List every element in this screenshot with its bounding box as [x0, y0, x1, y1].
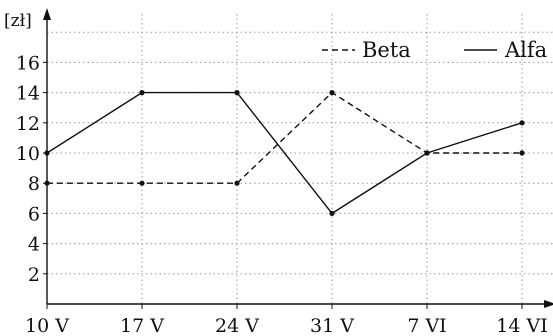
point-beta-3: [329, 90, 335, 96]
series-line-alfa: [46, 91, 523, 215]
point-alfa-2: [234, 90, 240, 96]
x-axis-arrow: [544, 300, 553, 308]
series-group: [44, 90, 525, 216]
y-tick-label-6: 6: [28, 203, 40, 225]
legend-label-beta: Beta: [362, 38, 411, 62]
point-beta-1: [139, 180, 145, 186]
point-alfa-5: [519, 120, 525, 126]
x-tick-label-1: 17 V: [120, 315, 164, 336]
grid: [47, 14, 553, 304]
series-line-beta: [47, 91, 522, 184]
y-tick-label-10: 10: [16, 143, 40, 165]
point-alfa-1: [139, 90, 145, 96]
axes: [43, 8, 553, 308]
x-tick-label-5: 14 VI: [496, 315, 547, 336]
legend-label-alfa: Alfa: [504, 38, 547, 62]
point-beta-2: [234, 180, 240, 186]
x-tick-label-4: 7 VI: [407, 315, 446, 336]
x-tick-label-3: 31 V: [310, 315, 354, 336]
point-alfa-4: [424, 150, 430, 156]
point-beta-5: [519, 150, 525, 156]
y-tick-label-12: 12: [16, 113, 40, 135]
x-tick-label-2: 24 V: [215, 315, 259, 336]
x-tick-label-0: 10 V: [25, 315, 69, 336]
y-axis-unit-label: [zł]: [4, 11, 32, 31]
x-tick-labels: 10 V 17 V 24 V 31 V 7 VI 14 VI: [25, 304, 548, 336]
point-beta-0: [44, 180, 50, 186]
series-alfa: [44, 90, 525, 216]
y-tick-label-4: 4: [28, 234, 40, 256]
y-tick-label-14: 14: [16, 83, 40, 105]
point-alfa-0: [44, 150, 50, 156]
y-tick-label-8: 8: [28, 173, 40, 195]
y-axis-arrow: [43, 8, 51, 20]
y-tick-label-16: 16: [16, 52, 40, 74]
y-tick-label-2: 2: [28, 264, 40, 286]
y-tick-labels: 2 4 6 8 10 12 14 16: [16, 52, 47, 286]
series-beta: [44, 90, 525, 186]
point-alfa-3: [329, 210, 335, 216]
legend: Beta Alfa: [322, 38, 547, 62]
